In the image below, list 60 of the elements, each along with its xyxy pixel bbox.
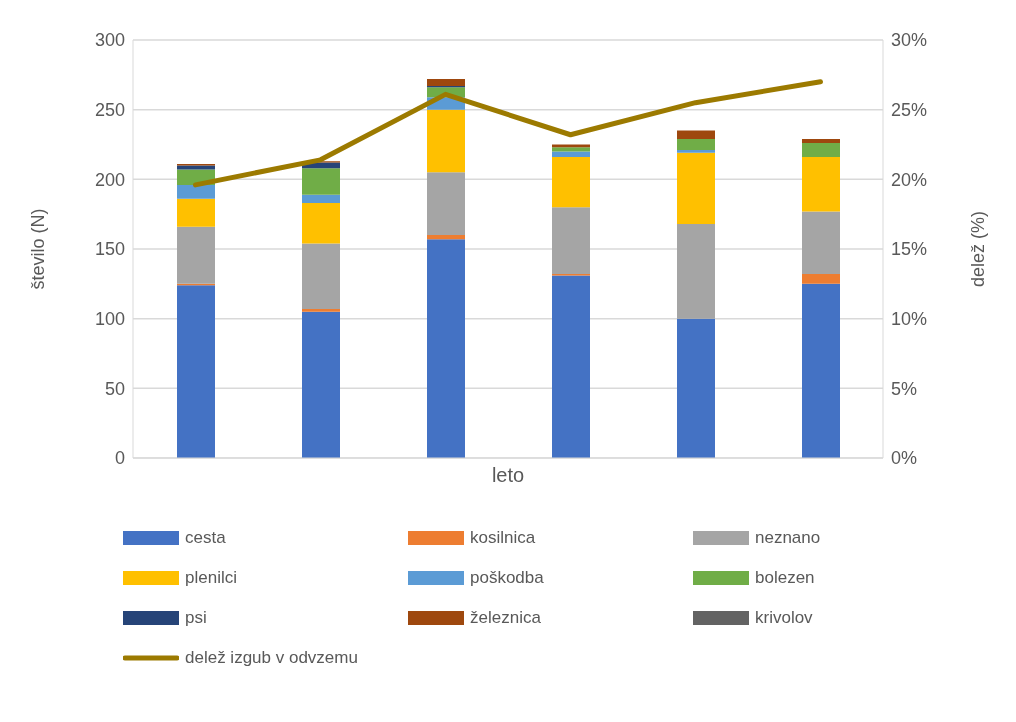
bar [302, 194, 340, 204]
bar [302, 243, 340, 309]
bar [427, 239, 465, 458]
y2-tick-label: 15% [891, 239, 928, 260]
legend-label: bolezen [755, 568, 815, 588]
bar [177, 165, 215, 170]
y2-tick-label: 0% [891, 448, 918, 469]
legend-label: psi [185, 608, 207, 628]
bar [802, 138, 840, 144]
y-axis-title: število (N) [28, 208, 49, 290]
legend-label: krivolov [755, 608, 813, 628]
bar [177, 198, 215, 227]
bar [427, 109, 465, 173]
bar [302, 203, 340, 244]
bar [177, 226, 215, 284]
legend-label: plenilci [185, 568, 237, 588]
bar [802, 157, 840, 212]
y-tick-label: 300 [94, 30, 125, 51]
bar [427, 172, 465, 236]
bar [677, 150, 715, 153]
bar [677, 318, 715, 458]
bar [802, 283, 840, 458]
y-tick-label: 250 [94, 100, 125, 121]
bar [552, 151, 590, 158]
legend-label: železnica [470, 608, 541, 628]
y-tick-label: 50 [104, 378, 125, 399]
bar [677, 152, 715, 224]
y-tick-label: 200 [94, 169, 125, 190]
bar [552, 147, 590, 152]
bar [302, 311, 340, 458]
bar [177, 285, 215, 458]
y-tick-label: 150 [94, 239, 125, 260]
legend-label: cesta [185, 528, 226, 548]
y-tick-label: 0 [114, 448, 125, 469]
y2-tick-label: 10% [891, 309, 928, 330]
bar [177, 184, 215, 199]
bar [802, 143, 840, 158]
bar [427, 79, 465, 86]
bar [302, 308, 340, 312]
legend-label: neznano [755, 528, 821, 548]
y2-tick-label: 20% [891, 169, 928, 190]
bar [552, 275, 590, 458]
legend-label: poškodba [470, 568, 544, 588]
y2-tick-label: 30% [891, 30, 928, 51]
bar [802, 274, 840, 284]
legend-label: delež izgub v odvzemu [185, 648, 358, 668]
bar [427, 235, 465, 240]
bar [677, 223, 715, 319]
bar [677, 130, 715, 139]
x-axis-title: leto [491, 464, 525, 487]
bar [302, 168, 340, 195]
bar [552, 207, 590, 275]
bar [552, 157, 590, 208]
y2-tick-label: 25% [891, 100, 928, 121]
bar [677, 138, 715, 151]
bar [802, 211, 840, 275]
y2-axis-title: delež (%) [968, 210, 989, 288]
legend-label: kosilnica [470, 528, 536, 548]
y-tick-label: 100 [94, 309, 125, 330]
y2-tick-label: 5% [891, 378, 918, 399]
